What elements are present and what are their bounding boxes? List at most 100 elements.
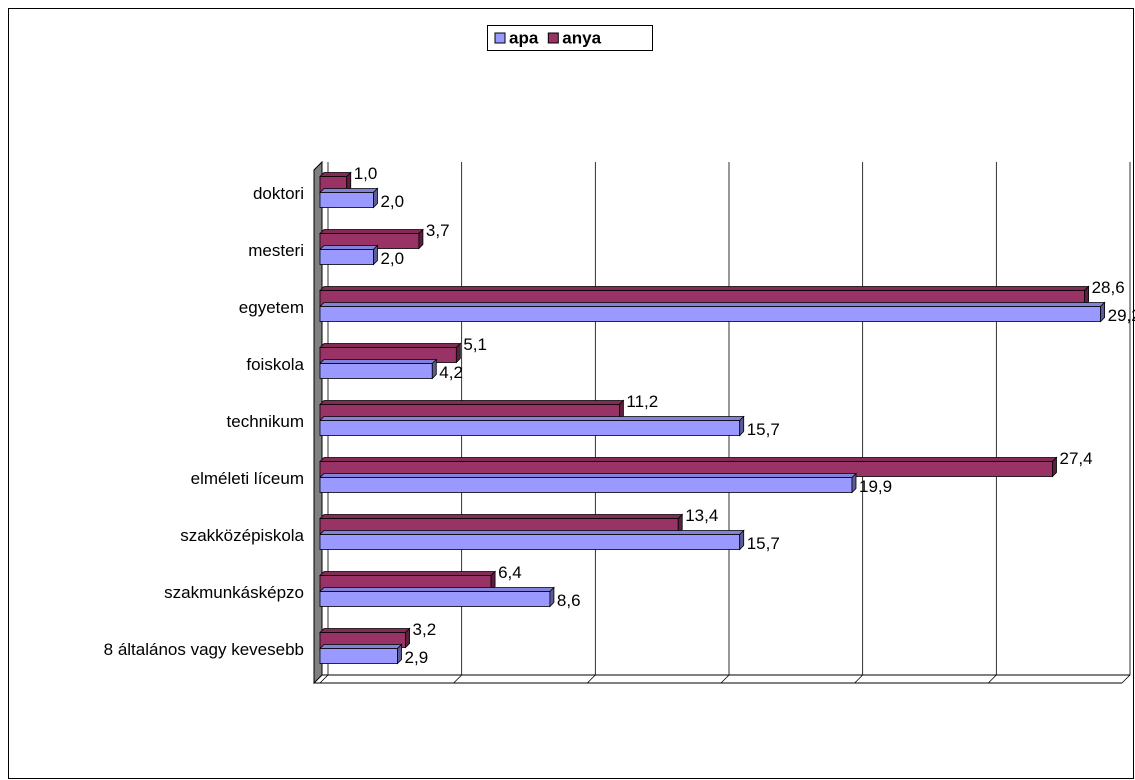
data-label: 19,9	[859, 477, 892, 496]
bar-face	[319, 249, 374, 265]
data-label: 2,0	[380, 192, 404, 211]
data-label: 13,4	[685, 506, 718, 525]
bar-face	[319, 571, 497, 576]
grid-line	[1121, 162, 1131, 684]
bar-face	[455, 342, 461, 364]
chart-border	[8, 8, 1134, 779]
bar-face	[431, 358, 437, 380]
bar-face	[319, 302, 1106, 307]
bar	[319, 643, 403, 665]
bar-face	[1100, 301, 1106, 323]
data-label: 15,7	[747, 534, 780, 553]
data-label: 6,4	[498, 563, 522, 582]
bar-face	[319, 644, 403, 649]
bar	[319, 244, 379, 266]
bar-face	[319, 457, 1058, 462]
y-tick-label: foiskola	[246, 355, 304, 374]
bar-face	[677, 513, 683, 535]
data-label: 8,6	[557, 591, 581, 610]
legend-label: anya	[562, 28, 601, 47]
y-tick-label: technikum	[227, 412, 304, 431]
bar-face	[319, 473, 857, 478]
legend-label: apa	[509, 28, 539, 47]
bar	[319, 358, 438, 380]
bar-face	[319, 530, 745, 535]
bar-face	[619, 399, 624, 421]
y-tick-label: 8 általános vagy kevesebb	[104, 640, 304, 659]
data-label: 4,2	[439, 363, 463, 382]
bar-face	[319, 306, 1102, 322]
bar-face	[739, 415, 745, 437]
bar-face	[319, 477, 853, 493]
bar-face	[1052, 456, 1057, 478]
bar-face	[851, 472, 857, 494]
bar-face	[319, 648, 398, 664]
bar	[319, 285, 1090, 307]
bar-face	[319, 172, 352, 177]
bar	[319, 627, 411, 649]
bar	[319, 570, 497, 592]
data-label: 1,0	[354, 164, 378, 183]
y-tick-label: doktori	[253, 184, 304, 203]
bar	[319, 586, 555, 608]
bar	[319, 228, 424, 250]
bar	[319, 342, 462, 364]
data-label: 5,1	[463, 335, 487, 354]
y-tick-label: szakmunkásképzo	[164, 583, 304, 602]
bar-face	[319, 591, 551, 607]
grid-line	[453, 162, 463, 684]
bar-face	[319, 359, 438, 364]
bar-face	[319, 514, 684, 519]
bar-face	[319, 192, 374, 208]
grid-line	[988, 162, 997, 684]
grid-line	[854, 162, 864, 684]
bar	[319, 513, 684, 535]
y-tick-label: elméleti líceum	[191, 469, 304, 488]
bar-face	[739, 529, 745, 551]
bar-face	[373, 187, 378, 209]
data-label: 3,7	[426, 221, 450, 240]
bar-face	[319, 286, 1090, 291]
data-label: 15,7	[747, 420, 780, 439]
bar-face	[319, 363, 433, 379]
data-label: 2,9	[405, 648, 429, 667]
data-label: 28,6	[1092, 278, 1125, 297]
bar-face	[319, 343, 462, 348]
bar	[319, 472, 857, 494]
data-label: 11,2	[626, 392, 658, 411]
bar-face	[319, 420, 741, 436]
legend-box	[487, 25, 653, 51]
grid-line	[319, 162, 329, 684]
bar-face	[346, 171, 352, 193]
bar-face	[319, 416, 745, 421]
data-label: 2,0	[380, 249, 404, 268]
bar-face	[405, 627, 410, 649]
bar	[319, 301, 1106, 323]
data-label: 27,4	[1059, 449, 1092, 468]
bar-face	[319, 587, 555, 592]
bar-face	[319, 229, 424, 234]
bar-face	[490, 570, 496, 592]
bar	[319, 529, 745, 551]
bar	[319, 187, 379, 209]
bar-face	[319, 188, 379, 193]
legend-swatch	[547, 32, 559, 44]
y-tick-label: mesteri	[248, 241, 304, 260]
y-tick-label: szakközépiskola	[180, 526, 304, 545]
legend-swatch	[494, 32, 506, 44]
y-tick-label: egyetem	[239, 298, 304, 317]
data-label: 3,2	[413, 620, 437, 639]
bar	[319, 456, 1058, 478]
grid-line	[720, 162, 730, 684]
bar	[319, 415, 745, 437]
bar-face	[319, 245, 379, 250]
bar-face	[1084, 285, 1089, 307]
data-label: 29,2	[1108, 306, 1135, 325]
bar-face	[418, 228, 424, 250]
grid-line	[587, 162, 596, 684]
bar-face	[373, 244, 378, 266]
bar-face	[319, 534, 741, 550]
bar-face	[549, 586, 555, 608]
bar-face	[319, 400, 625, 405]
